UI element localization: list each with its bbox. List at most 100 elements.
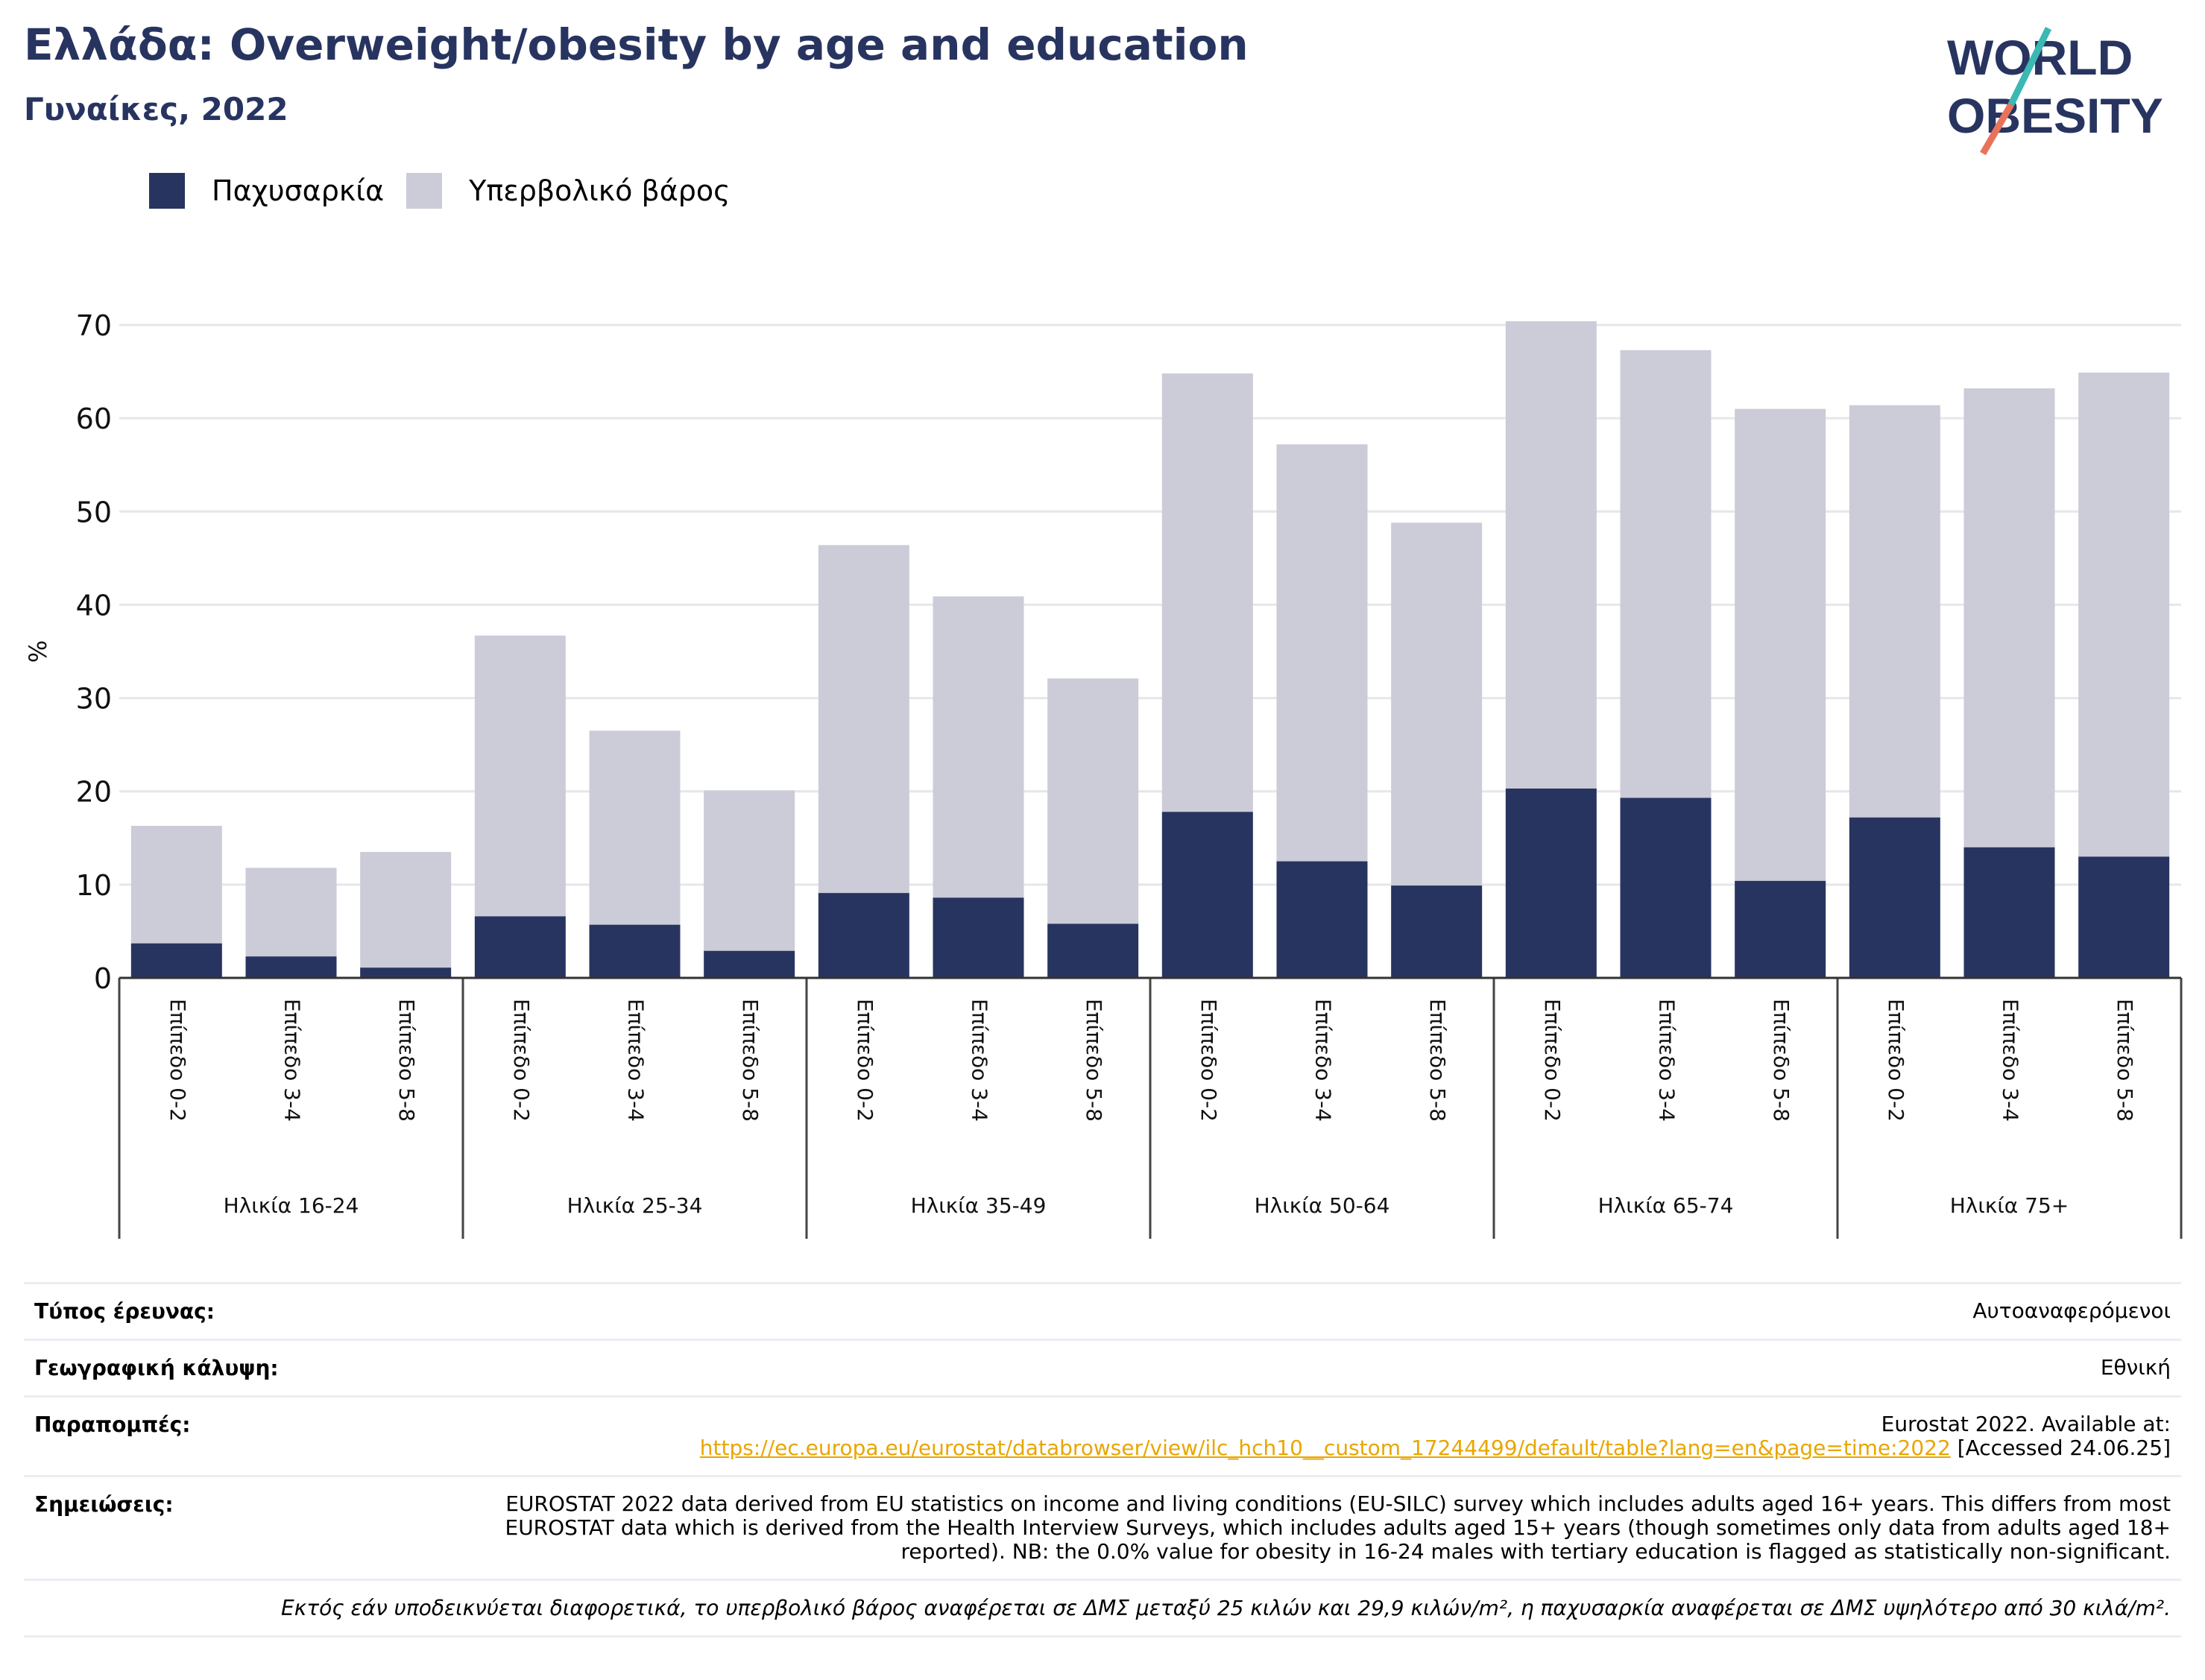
y-tick-label: 20 [76,776,112,809]
bar-overweight [1963,388,2055,847]
y-tick-label: 60 [76,402,112,435]
bar-obesity [1276,861,1368,978]
x-tick-label-level: Επίπεδο 0-2 [853,999,877,1122]
x-tick-label-level: Επίπεδο 5-8 [1425,999,1450,1122]
logo-line2: OBESITY [1947,88,2163,143]
bar-overweight [360,852,452,968]
x-tick-label-level: Επίπεδο 0-2 [1540,999,1565,1122]
bar-overweight [589,730,681,925]
bar-overweight [1047,678,1139,924]
legend-item-obesity[interactable]: Παχυσαρκία [149,173,384,209]
x-tick-label-level: Επίπεδο 5-8 [1769,999,1794,1122]
legend-item-overweight[interactable]: Υπερβολικό βάρος [406,173,730,209]
bar-obesity [2078,856,2170,978]
bar-obesity [589,924,681,978]
bar-overweight [245,868,337,957]
y-tick-label: 30 [76,683,112,716]
bar-overweight [1161,373,1253,812]
legend-label-overweight: Υπερβολικό βάρος [469,174,731,207]
bar-obesity [1963,847,2055,978]
references-line1: Eurostat 2022. Available at: [1881,1412,2171,1436]
x-tick-label-level: Επίπεδο 5-8 [394,999,419,1122]
y-tick-label: 50 [76,496,112,528]
x-tick-label-level: Επίπεδο 0-2 [509,999,534,1122]
legend-label-obesity: Παχυσαρκία [212,174,385,207]
survey-type-value: Αυτοαναφερόμενοι [1972,1298,2171,1323]
bar-obesity [933,897,1024,978]
legend-swatch-obesity [149,173,185,209]
bar-obesity [818,893,909,978]
bar-obesity [1735,880,1826,978]
bar-overweight [818,545,909,894]
y-tick-label: 10 [76,869,112,902]
bar-overweight [2078,372,2170,857]
info-row-references: Παραπομπές: Eurostat 2022. Available at:… [24,1395,2181,1475]
bar-overweight [704,790,795,951]
bar-obesity [1047,923,1139,978]
bar-obesity [1391,885,1483,978]
x-tick-label-level: Επίπεδο 3-4 [1655,999,1679,1122]
x-tick-label-level: Επίπεδο 3-4 [280,999,305,1122]
x-tick-label-level: Επίπεδο 3-4 [1999,999,2023,1122]
bar-obesity [704,950,795,978]
y-tick-label: 0 [94,962,112,995]
x-tick-label-level: Επίπεδο 3-4 [1311,999,1336,1122]
bar-overweight [1505,320,1597,789]
bar-overweight [474,635,566,917]
x-group-label: Ηλικία 35-49 [911,1193,1047,1218]
info-row-survey-type: Τύπος έρευνας: Αυτοαναφερόμενοι [24,1282,2181,1339]
bar-overweight [1735,408,1826,881]
bar-obesity [360,967,452,978]
x-tick-label-level: Επίπεδο 5-8 [738,999,763,1122]
x-group-label: Ηλικία 75+ [1950,1193,2069,1218]
x-tick-label-level: Επίπεδο 0-2 [1196,999,1221,1122]
bar-obesity [1620,798,1712,978]
references-link[interactable]: https://ec.europa.eu/eurostat/databrowse… [699,1436,1951,1460]
notes-value: EUROSTAT 2022 data derived from EU stati… [505,1491,2171,1564]
bar-obesity [245,956,337,978]
bar-obesity [474,916,566,978]
bar-overweight [1276,444,1368,862]
logo-accent-teal [2007,27,2052,106]
bar-obesity [130,943,222,978]
info-table: Τύπος έρευνας: Αυτοαναφερόμενοι Γεωγραφι… [24,1282,2181,1638]
x-group-label: Ηλικία 16-24 [224,1193,359,1218]
x-group-label: Ηλικία 50-64 [1255,1193,1390,1218]
y-tick-label: 40 [76,589,112,622]
world-obesity-logo: WORLD OBESITY [1947,27,2163,156]
legend-swatch-overweight [406,173,443,209]
coverage-value: Εθνική [2100,1355,2171,1380]
x-tick-label-level: Επίπεδο 5-8 [1082,999,1106,1122]
x-tick-label-level: Επίπεδο 0-2 [1884,999,1908,1122]
info-row-notes: Σημειώσεις: EUROSTAT 2022 data derived f… [24,1475,2181,1579]
references-value: Eurostat 2022. Available at: https://ec.… [700,1412,2171,1460]
footnote: Εκτός εάν υποδεικνύεται διαφορετικά, το … [24,1579,2181,1638]
x-group-label: Ηλικία 65-74 [1598,1193,1734,1218]
y-axis-label: % [24,640,52,663]
bar-overweight [130,826,222,944]
coverage-label: Γεωγραφική κάλυψη: [34,1356,279,1380]
bar-overweight [1620,350,1712,798]
stacked-bar-chart: 0 10 20 30 40 50 60 70% Επίπεδο 0-2 Επίπεδο 3-4 Επ… [24,309,2183,1239]
info-row-coverage: Γεωγραφική κάλυψη: Εθνική [24,1339,2181,1395]
references-label: Παραπομπές: [34,1412,191,1437]
x-tick-label-level: Επίπεδο 3-4 [624,999,649,1122]
bar-overweight [1849,405,1940,818]
bar-overweight [933,596,1024,898]
x-tick-label-level: Επίπεδο 0-2 [165,999,190,1122]
survey-type-label: Τύπος έρευνας: [34,1299,215,1324]
bar-obesity [1849,817,1940,978]
logo-accent-coral [1980,102,2014,156]
bar-obesity [1161,812,1253,978]
bar-obesity [1505,788,1597,978]
x-tick-label-level: Επίπεδο 5-8 [2113,999,2137,1122]
notes-label: Σημειώσεις: [34,1492,174,1517]
y-tick-label: 70 [76,309,112,342]
x-tick-label-level: Επίπεδο 3-4 [968,999,992,1122]
bar-overweight [1391,522,1483,886]
chart-subtitle: Γυναίκες, 2022 [24,91,288,127]
chart-title: Ελλάδα: Overweight/obesity by age and ed… [24,19,1249,70]
legend: Παχυσαρκία Υπερβολικό βάρος [149,173,752,209]
x-group-label: Ηλικία 25-34 [567,1193,703,1218]
references-accessed: [Accessed 24.06.25] [1950,1436,2171,1460]
